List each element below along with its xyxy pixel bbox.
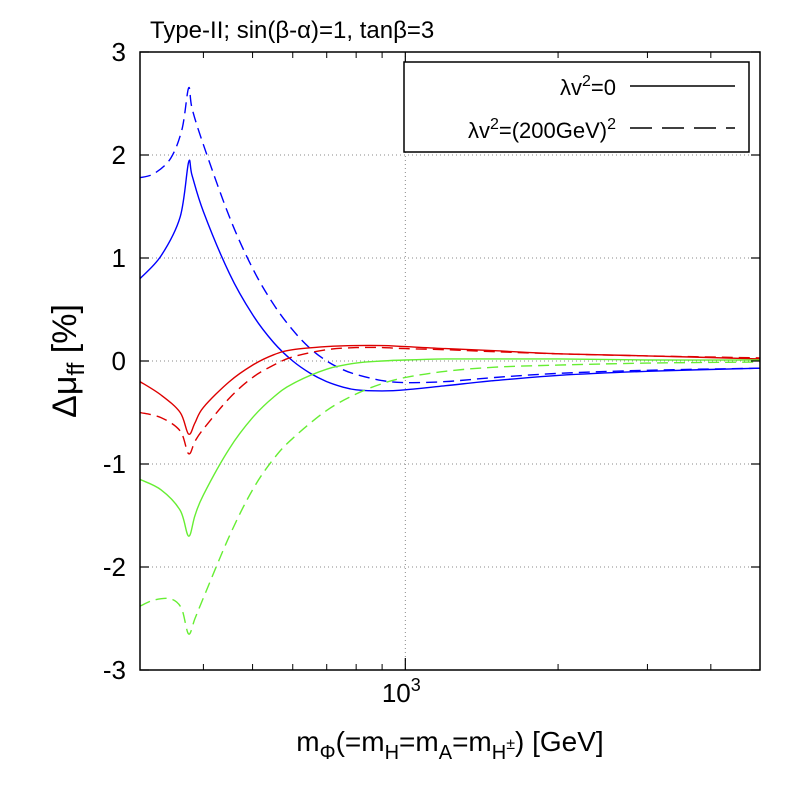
y-tick-label: 3 — [112, 37, 126, 67]
series-line-5 — [139, 358, 761, 537]
legend-box — [403, 61, 750, 153]
series-layer — [139, 86, 761, 635]
x-axis-label: mΦ(=mH=mA=mH±) [GeV] — [296, 726, 603, 764]
y-tick-label: -2 — [103, 552, 126, 582]
y-tick-label: -3 — [103, 655, 126, 685]
y-tick-label: 2 — [112, 140, 126, 170]
x-ticks: 103 — [202, 52, 712, 708]
series-line-3 — [139, 344, 761, 435]
plot-frame — [139, 51, 761, 671]
series-line-2 — [139, 86, 761, 384]
y-ticks: -3 -2 -1 0 1 2 3 — [103, 37, 760, 685]
x-tick-label: 103 — [382, 675, 421, 708]
legend: λv2=0 λv2=(200GeV)2 — [403, 61, 750, 153]
y-tick-label: 0 — [112, 346, 126, 376]
chart-title: Type-II; sin(β-α)=1, tanβ=3 — [150, 17, 434, 44]
series-line-4 — [139, 346, 761, 455]
y-tick-label: -1 — [103, 449, 126, 479]
legend-label-2: λv2=(200GeV)2 — [468, 116, 616, 143]
legend-label-1: λv2=0 — [560, 73, 616, 100]
grid — [140, 52, 760, 670]
y-tick-label: 1 — [112, 243, 126, 273]
y-axis-label: Δμff [%] — [46, 304, 90, 418]
series-line-6 — [139, 361, 761, 635]
